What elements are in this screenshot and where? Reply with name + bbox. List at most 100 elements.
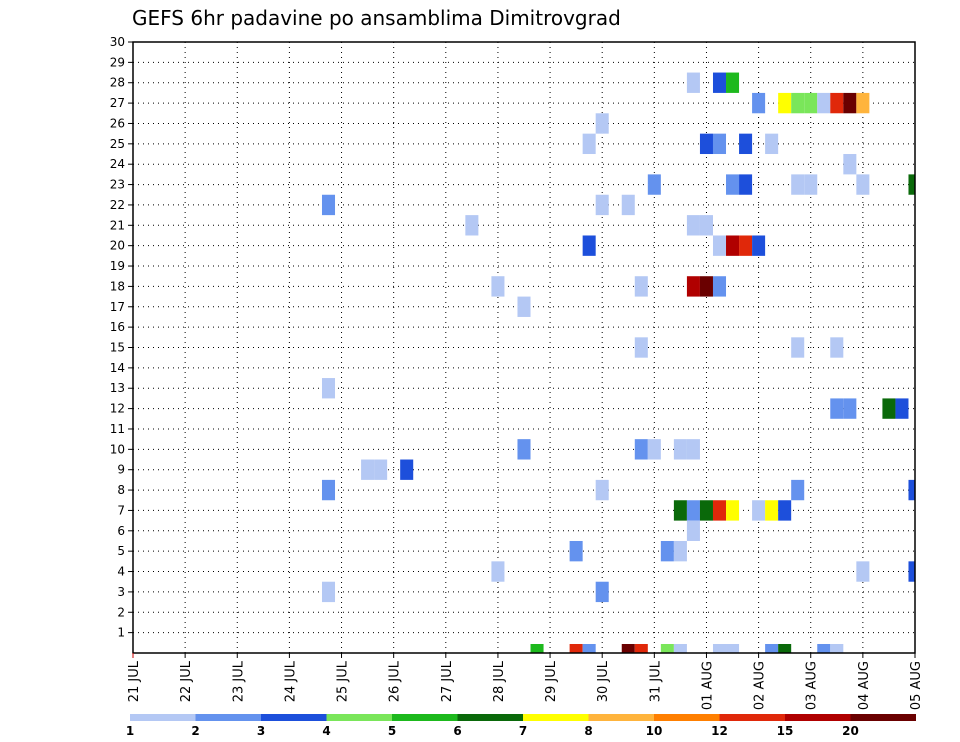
colorbar-swatch [130, 714, 196, 721]
colorbar-swatch [785, 714, 851, 721]
heatmap-cell [843, 154, 857, 175]
y-tick-label: 28 [110, 76, 125, 90]
heatmap-cell [791, 479, 805, 501]
heatmap-cell [569, 540, 583, 562]
heatmap-cell [465, 215, 479, 236]
y-tick-label: 23 [110, 178, 125, 192]
heatmap-cell [752, 92, 766, 114]
colorbar-label: 2 [191, 724, 199, 738]
heatmap-cell [621, 644, 635, 653]
heatmap-cell [726, 644, 740, 653]
heatmap-cell [791, 337, 805, 358]
heatmap-cell [765, 644, 779, 653]
y-tick-label: 25 [110, 137, 125, 151]
heatmap-cell [830, 644, 844, 653]
colorbar-label: 3 [257, 724, 265, 738]
colorbar-swatch [195, 714, 261, 721]
heatmap-cell [660, 644, 674, 653]
heatmap-cell [530, 644, 544, 653]
axis-layer: 1234567891011121314151617181920212223242… [110, 35, 924, 710]
grid-layer [133, 42, 915, 653]
chart-title: GEFS 6hr padavine po ansamblima Dimitrov… [132, 6, 621, 30]
y-tick-label: 29 [110, 55, 125, 69]
heatmap-cell [374, 459, 388, 480]
colorbar-swatch [392, 714, 458, 721]
heatmap-cell [595, 479, 609, 501]
heatmap-cell [699, 133, 713, 155]
heatmap-cell [673, 540, 687, 562]
y-tick-label: 24 [110, 157, 125, 171]
heatmap-cell [804, 174, 818, 195]
colorbar-label: 15 [777, 724, 794, 738]
colorbar-label: 10 [646, 724, 663, 738]
heatmap-cell [686, 72, 700, 93]
y-tick-label: 3 [117, 585, 125, 599]
heatmap-cell [595, 113, 609, 134]
y-tick-label: 12 [110, 402, 125, 416]
heatmap-cell [582, 644, 596, 653]
colorbar-label: 6 [453, 724, 461, 738]
y-tick-label: 9 [117, 463, 125, 477]
heatmap-cell [908, 479, 915, 501]
y-tick-label: 22 [110, 198, 125, 212]
x-tick-label: 27 JUL [440, 660, 455, 702]
heatmap-cell [686, 276, 700, 297]
colorbar-layer: 1 2 3 4 5 6 7 8 10 12 15 20 [126, 714, 916, 738]
y-tick-label: 13 [110, 381, 125, 395]
x-tick-label: 28 JUL [492, 660, 507, 702]
heatmap-cell [321, 194, 336, 216]
heatmap-cell [726, 500, 740, 521]
heatmap-cell [791, 174, 805, 195]
y-tick-label: 30 [110, 35, 125, 49]
x-tick-label: 23 JUL [231, 660, 246, 702]
y-tick-label: 15 [110, 341, 125, 355]
heatmap-cell [765, 500, 779, 521]
heatmap-cell [660, 540, 674, 562]
y-tick-label: 7 [117, 503, 125, 517]
colorbar-swatch [654, 714, 720, 721]
heatmap-cell [791, 92, 805, 114]
heatmap-cell [739, 174, 753, 195]
heatmap-cell [321, 581, 336, 603]
heatmap-cell [752, 500, 766, 521]
heatmap-cell [517, 439, 531, 460]
x-tick-label: 24 JUL [283, 660, 298, 702]
heatmap-cell [804, 92, 818, 114]
heatmap-cell [686, 439, 700, 460]
heatmap-cell [673, 500, 687, 521]
x-tick-label: 21 JUL [127, 660, 142, 702]
heatmap-cell [647, 439, 661, 460]
heatmap-cell [491, 276, 505, 297]
colorbar-swatch [523, 714, 589, 721]
x-tick-label: 04 AUG [857, 661, 872, 710]
heatmap-cell [634, 439, 648, 460]
heatmap-cell [843, 398, 857, 419]
x-tick-label: 31 JUL [648, 660, 663, 702]
heatmap-cell [634, 644, 648, 653]
heatmap-cell [686, 500, 700, 521]
heatmap-cell [712, 72, 727, 93]
colorbar-label: 12 [711, 724, 728, 738]
heatmap-cell [712, 276, 727, 297]
colorbar-label: 8 [584, 724, 592, 738]
heatmap-cell [856, 174, 870, 195]
heatmap-cell [595, 194, 609, 216]
heatmap-cell [491, 561, 505, 582]
y-tick-label: 11 [110, 422, 125, 436]
colorbar-label: 7 [519, 724, 527, 738]
heatmap-cell [686, 215, 700, 236]
y-tick-label: 17 [110, 300, 125, 314]
heatmap-cell [686, 520, 700, 541]
y-tick-label: 1 [117, 626, 125, 640]
y-tick-label: 8 [117, 483, 125, 497]
colorbar-swatch [261, 714, 327, 721]
heatmap-cell [726, 72, 740, 93]
heatmap-cell [634, 276, 648, 297]
heatmap-cell [830, 337, 844, 358]
x-tick-label: 22 JUL [179, 660, 194, 702]
heatmap-cell [752, 235, 766, 256]
heatmap-cell [634, 337, 648, 358]
y-tick-label: 21 [110, 218, 125, 232]
heatmap-cell [699, 215, 713, 236]
